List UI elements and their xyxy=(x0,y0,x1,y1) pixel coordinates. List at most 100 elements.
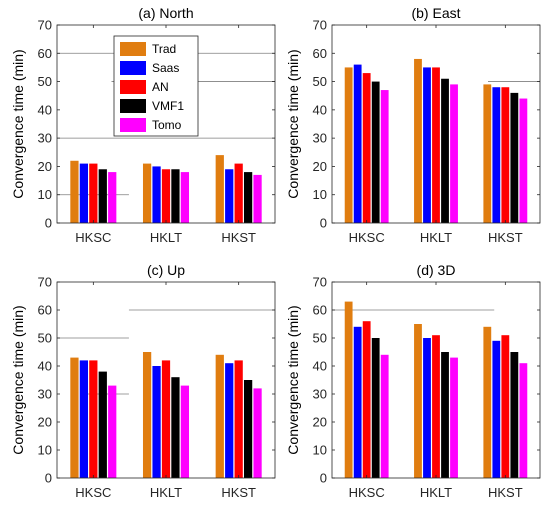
legend-swatch-saas xyxy=(120,61,146,75)
legend: Trad Saas AN VMF1 Tomo xyxy=(113,35,199,137)
y-tick-label: 20 xyxy=(38,159,52,174)
y-tick-label: 0 xyxy=(45,471,52,486)
y-tick-label: 60 xyxy=(38,303,52,318)
bar-trad-hksc xyxy=(344,67,353,223)
y-axis-label: Convergence time (min) xyxy=(285,49,301,198)
y-tick-label: 20 xyxy=(38,415,52,430)
bar-tomo-hkst xyxy=(519,98,528,223)
y-tick-label: 40 xyxy=(313,359,327,374)
bar-trad-hklt xyxy=(414,58,422,223)
bar-trad-hkst xyxy=(215,155,224,223)
bar-tomo-hkst xyxy=(253,388,262,478)
x-tick-label: HKST xyxy=(488,485,523,500)
y-tick-label: 40 xyxy=(38,102,52,117)
x-tick-label: HKLT xyxy=(150,485,182,500)
legend-swatch-trad xyxy=(120,42,146,56)
y-tick-label: 50 xyxy=(38,74,52,89)
bar-saas-hklt xyxy=(423,338,431,478)
y-tick-label: 70 xyxy=(38,275,52,290)
bar-an-hklt xyxy=(432,67,440,223)
y-tick-label: 60 xyxy=(313,303,327,318)
bar-tomo-hksc xyxy=(108,172,117,223)
y-tick-label: 30 xyxy=(313,131,327,146)
y-tick-label: 70 xyxy=(313,18,327,33)
bar-vmf1-hksc xyxy=(98,371,107,478)
y-axis-label: Convergence time (min) xyxy=(285,305,301,454)
bar-saas-hksc xyxy=(79,163,89,223)
y-tick-label: 60 xyxy=(38,46,52,61)
y-tick-label: 20 xyxy=(313,159,327,174)
bar-trad-hkst xyxy=(483,326,492,478)
bar-trad-hkst xyxy=(215,354,224,478)
y-tick-label: 30 xyxy=(38,387,52,402)
bar-tomo-hkst xyxy=(519,363,528,478)
bar-vmf1-hkst xyxy=(243,380,253,478)
panel-title: (b) East xyxy=(411,5,460,21)
x-tick-label: HKST xyxy=(488,230,523,245)
bar-saas-hkst xyxy=(492,340,501,478)
chart-panel-3: 0 10 20 30 40 50 60 70 HKSC HKLT HKST (c) Up Converg… xyxy=(10,262,276,500)
chart-panel-1: 0 10 20 30 40 50 60 70 HKSC HKLT HKST (a) North Conv… xyxy=(10,5,276,245)
y-tick-label: 60 xyxy=(313,46,327,61)
legend-swatch-an xyxy=(120,80,146,94)
y-axis-label: Convergence time (min) xyxy=(10,49,26,198)
bar-saas-hkst xyxy=(225,363,234,478)
x-tick-label: HKSC xyxy=(75,230,111,245)
y-tick-label: 10 xyxy=(38,187,52,202)
x-tick-label: HKSC xyxy=(349,485,385,500)
panel-title: (c) Up xyxy=(147,262,185,278)
bar-trad-hklt xyxy=(142,163,152,223)
chart-panel-2: 0 10 20 30 40 50 60 70 HKSC HKLT HKST (b) East Conve… xyxy=(285,5,541,245)
bar-an-hksc xyxy=(362,73,371,223)
bar-vmf1-hklt xyxy=(171,169,180,223)
y-tick-label: 10 xyxy=(313,443,327,458)
bar-tomo-hksc xyxy=(380,354,389,478)
bar-an-hklt xyxy=(432,335,440,478)
bar-vmf1-hkst xyxy=(510,92,519,223)
bar-an-hkst xyxy=(501,87,510,223)
y-tick-label: 50 xyxy=(313,331,327,346)
y-tick-label: 10 xyxy=(38,443,52,458)
y-tick-label: 0 xyxy=(320,216,327,231)
y-tick-label: 40 xyxy=(38,359,52,374)
panel-title: (a) North xyxy=(138,5,193,21)
y-tick-label: 20 xyxy=(313,415,327,430)
y-tick-label: 50 xyxy=(313,74,327,89)
bar-trad-hkst xyxy=(483,84,492,224)
y-tick-label: 0 xyxy=(320,471,327,486)
x-tick-label: HKSC xyxy=(75,485,111,500)
bar-an-hkst xyxy=(501,335,510,478)
bar-trad-hksc xyxy=(70,160,79,223)
legend-label-tomo: Tomo xyxy=(152,118,182,132)
bar-trad-hklt xyxy=(142,352,152,478)
bar-tomo-hkst xyxy=(253,174,262,223)
x-tick-label: HKLT xyxy=(150,230,182,245)
bar-saas-hkst xyxy=(492,87,501,223)
bar-tomo-hklt xyxy=(450,84,458,224)
bar-tomo-hklt xyxy=(180,385,190,478)
legend-label-saas: Saas xyxy=(152,61,179,75)
bar-saas-hksc xyxy=(353,64,362,223)
y-tick-label: 70 xyxy=(38,18,52,33)
bar-vmf1-hkst xyxy=(243,172,253,223)
legend-label-vmf1: VMF1 xyxy=(152,99,184,113)
bar-vmf1-hkst xyxy=(510,352,519,478)
bar-vmf1-hklt xyxy=(441,352,449,478)
bar-trad-hksc xyxy=(70,357,79,478)
y-tick-label: 50 xyxy=(38,331,52,346)
x-tick-label: HKST xyxy=(221,485,256,500)
y-tick-label: 40 xyxy=(313,102,327,117)
bar-tomo-hksc xyxy=(108,385,117,478)
y-tick-label: 0 xyxy=(45,216,52,231)
bar-trad-hksc xyxy=(344,301,353,478)
bar-tomo-hksc xyxy=(380,90,389,223)
bar-tomo-hklt xyxy=(450,357,458,478)
x-tick-label: HKST xyxy=(221,230,256,245)
bar-saas-hksc xyxy=(353,326,362,478)
bar-saas-hklt xyxy=(152,166,161,223)
bar-trad-hklt xyxy=(414,324,422,478)
y-axis-label: Convergence time (min) xyxy=(10,305,26,454)
bar-an-hklt xyxy=(161,169,171,223)
legend-label-trad: Trad xyxy=(152,42,176,56)
